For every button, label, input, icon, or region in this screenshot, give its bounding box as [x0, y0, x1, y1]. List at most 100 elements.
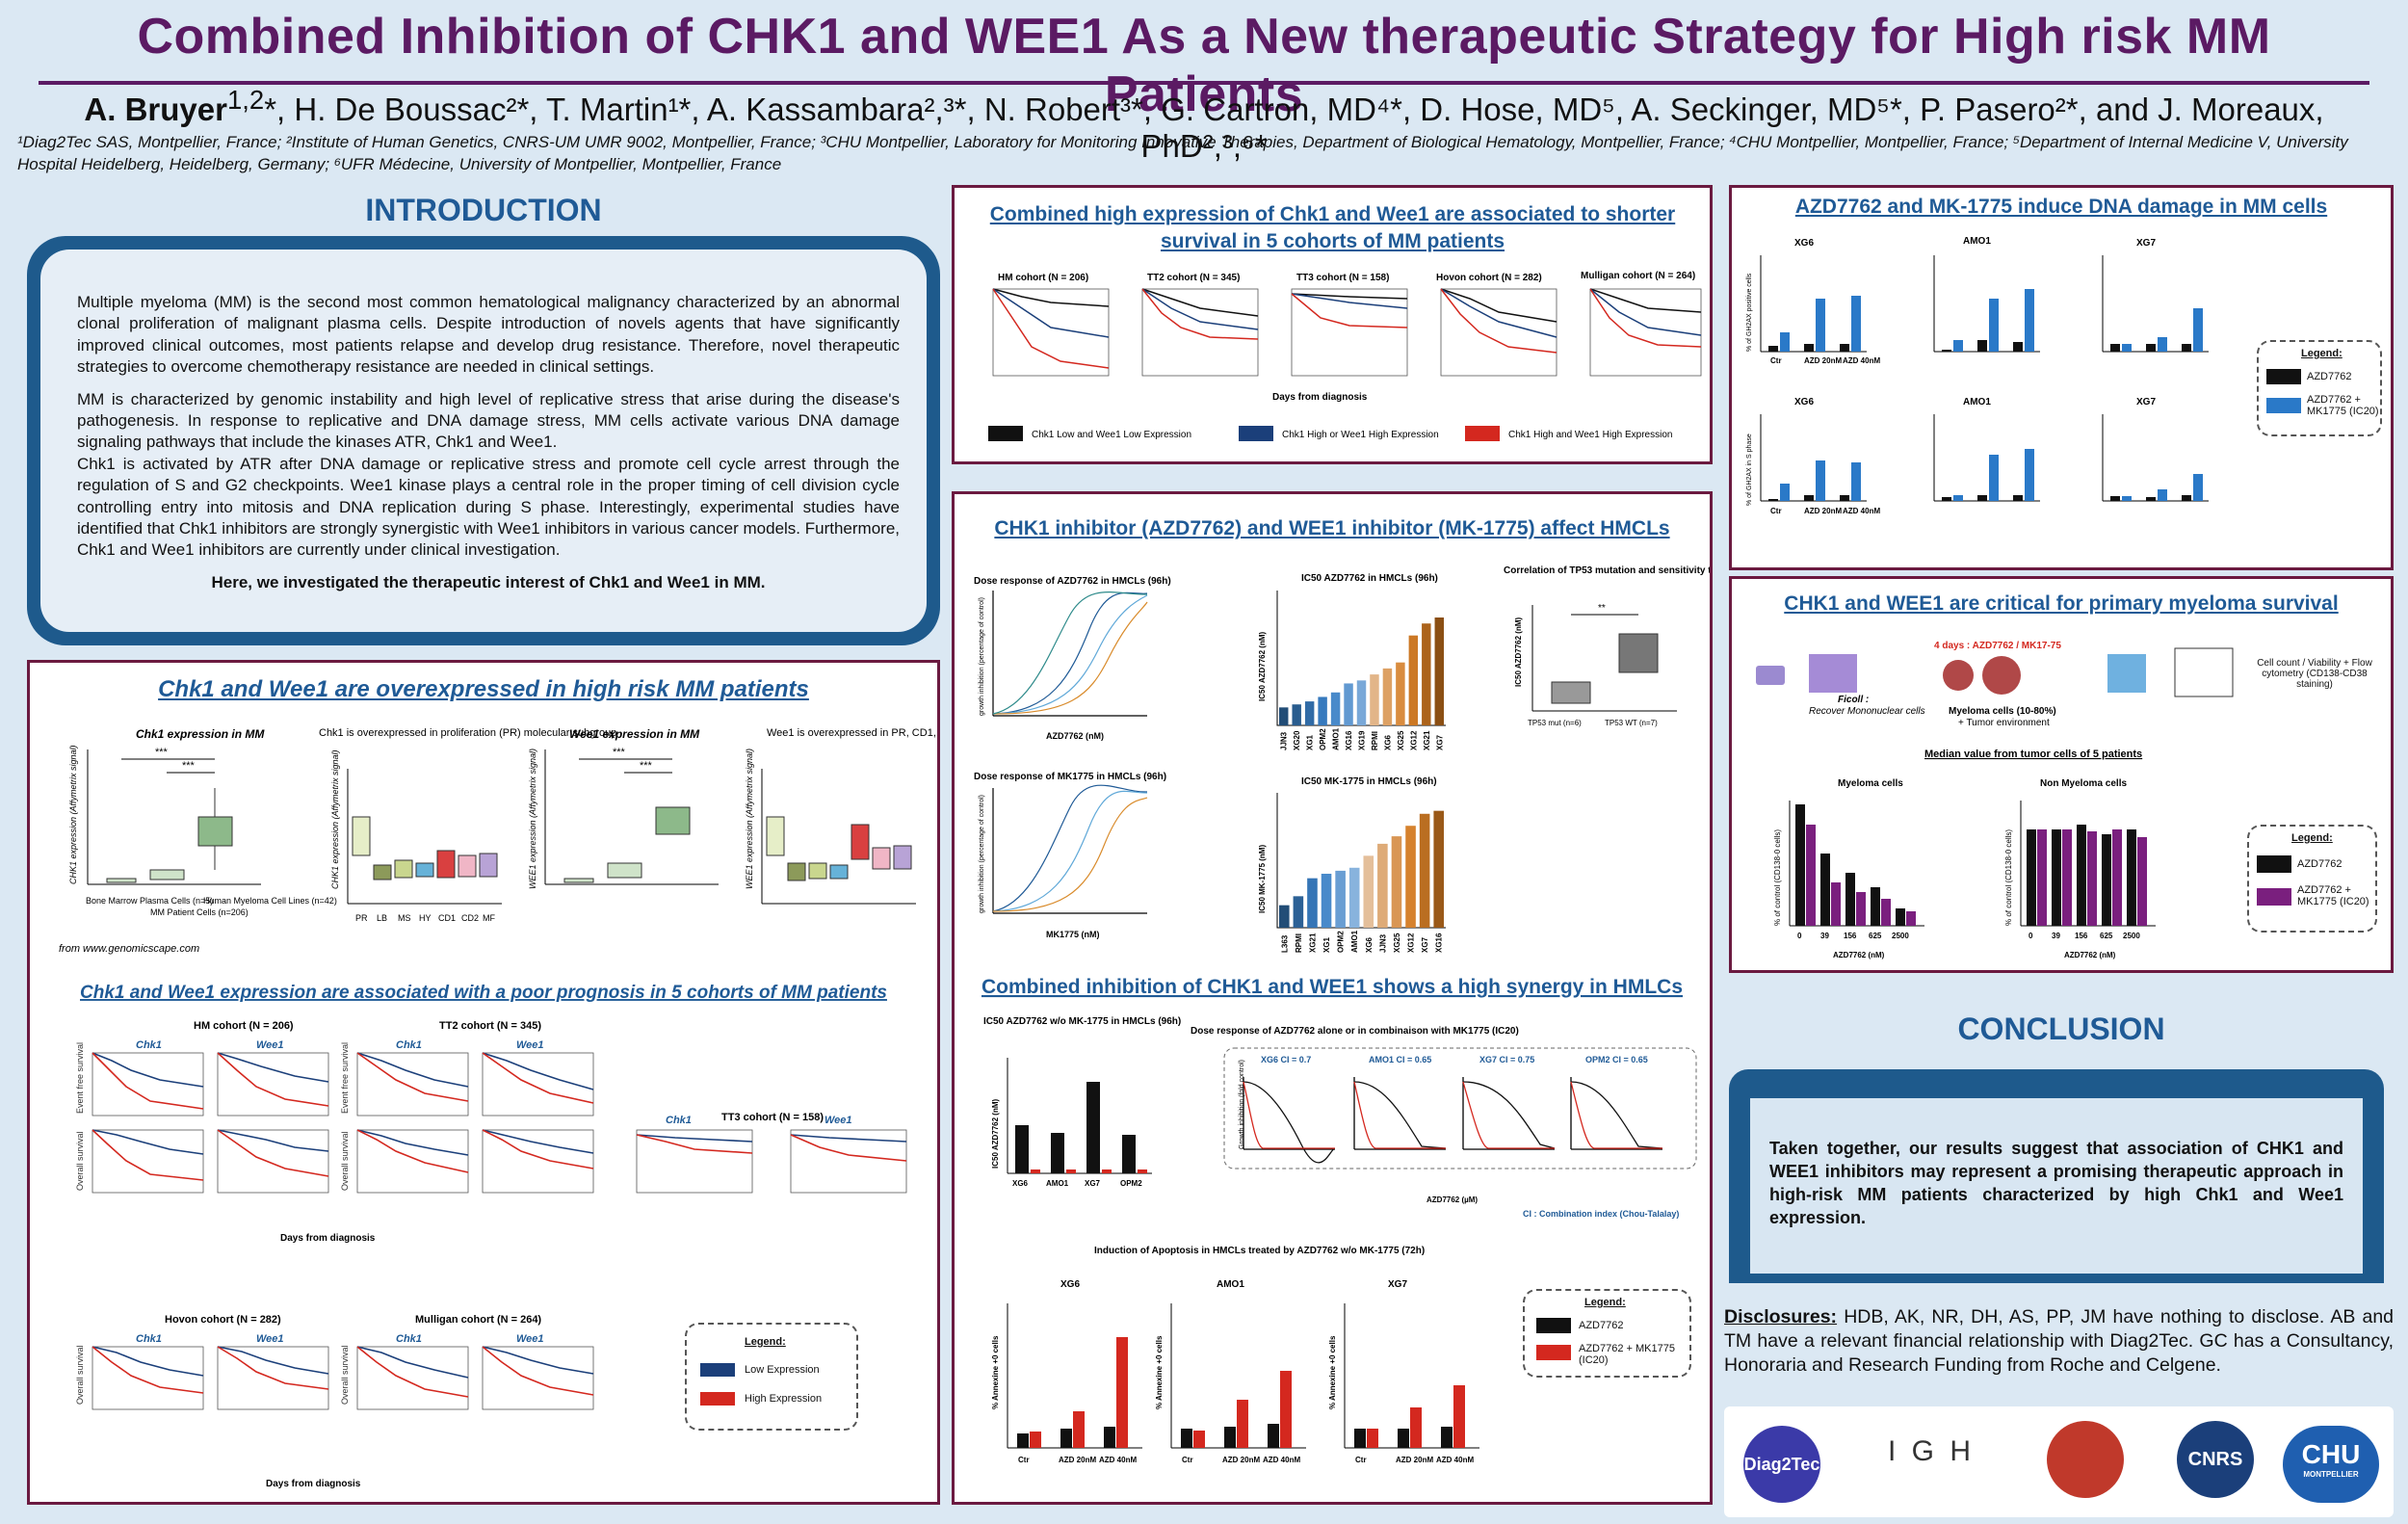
- syn-ci-1: XG6 CI = 0.7: [1261, 1055, 1311, 1064]
- dose1-y: growth inhibition (percentage of control…: [979, 597, 985, 716]
- chu-logo-text: CHU: [2301, 1439, 2361, 1469]
- hovon-chk1: Chk1: [136, 1333, 162, 1345]
- ic50-2-label-rpmi: RPMI: [1295, 933, 1303, 953]
- primary-ficoll: Ficoll :: [1838, 695, 1869, 705]
- syn-ci-2: AMO1 CI = 0.65: [1369, 1055, 1431, 1064]
- expression-panel: Chk1 and Wee1 are overexpressed in high …: [27, 660, 940, 1505]
- legend-title: Legend:: [745, 1336, 786, 1348]
- pd-2b: 156: [2075, 932, 2088, 940]
- dna-cell-3b: XG7: [2136, 397, 2156, 407]
- inhibitor-panel: CHK1 inhibitor (AZD7762) and WEE1 inhibi…: [952, 491, 1713, 1505]
- dose2-y: growth inhibition (percentage of control…: [979, 795, 985, 913]
- ic50-1-label-xg21: XG21: [1423, 730, 1431, 750]
- primary-figures: 4 days : AZD7762 / MK17-75 Ficoll : Reco…: [1756, 641, 2372, 959]
- primary-leg2-swatch: [2257, 888, 2291, 906]
- ic50-2-label-jjn3: JJN3: [1378, 933, 1387, 953]
- dose2-x: MK1775 (nM): [1046, 930, 1100, 939]
- sg-lb: LB: [377, 913, 387, 923]
- plot1-sig2: ***: [182, 760, 196, 772]
- ic50-1-bar-xg7: [1434, 617, 1444, 725]
- corr-plot: **: [1531, 603, 1677, 712]
- km-plots: [92, 1052, 907, 1410]
- ic50-1-bar-rpmi: [1370, 674, 1379, 725]
- combined-cohort-5: Mulligan cohort (N = 264): [1581, 271, 1695, 281]
- primary-leg2: AZD7762 + MK1775 (IC20): [2297, 884, 2369, 907]
- combined-xlabel: Days from diagnosis: [1272, 392, 1368, 403]
- sg-mf: MF: [483, 913, 495, 923]
- syn-dose-x: AZD7762 (µM): [1426, 1196, 1478, 1204]
- genomicscape-source: from www.genomicscape.com: [59, 943, 199, 955]
- ic50-1-bar-xg21: [1422, 623, 1431, 725]
- chu-logo-sub: MONTPELLIER: [2303, 1470, 2359, 1479]
- primary-nonmye: Non Myeloma cells: [2040, 778, 2127, 789]
- km-xlabel-2: Days from diagnosis: [266, 1479, 361, 1489]
- syn-leg2: AZD7762 + MK1775 (IC20): [1579, 1343, 1675, 1366]
- primary-x2: AZD7762 (nM): [2064, 951, 2116, 959]
- ic50-1-y: IC50 AZD7762 (nM): [1258, 632, 1267, 702]
- ic50-1-label-xg12: XG12: [1409, 730, 1418, 750]
- conclusion-box: Taken together, our results suggest that…: [1729, 1069, 2384, 1283]
- inhibitor-figures: Dose response of AZD7762 in HMCLs (96h) …: [974, 565, 1710, 1464]
- well-icon-1: [1943, 660, 1974, 691]
- apop-cell-1: XG6: [1060, 1279, 1080, 1290]
- inhib-heading: CHK1 inhibitor (AZD7762) and WEE1 inhibi…: [994, 517, 1670, 539]
- km-os-label-2: Overall survival: [340, 1131, 350, 1191]
- disclosures-label: Disclosures:: [1724, 1306, 1838, 1327]
- apop-x-20-2: AZD 20nM: [1222, 1456, 1260, 1464]
- corr-sig: **: [1598, 603, 1606, 614]
- syn-ci-4: OPM2 CI = 0.65: [1585, 1055, 1648, 1064]
- apop-x-20-1: AZD 20nM: [1059, 1456, 1096, 1464]
- dna-y2: % of GH2AX in S phase: [1746, 434, 1753, 506]
- dna-figures: XG6 AMO1 XG7 XG6 AMO1 XG7: [1746, 236, 2209, 515]
- dna-legend: Legend: AZD7762 AZD7762 + MK1775 (IC20): [2257, 340, 2382, 436]
- igh-logo: I G H: [1888, 1435, 1976, 1467]
- km-os-label-1: Overall survival: [75, 1131, 85, 1191]
- syn-cell-2: AMO1: [1046, 1179, 1069, 1188]
- apop-x-20-3: AZD 20nM: [1396, 1456, 1433, 1464]
- pd-3a: 625: [1869, 932, 1882, 940]
- dose1-plot: [992, 591, 1148, 717]
- sg-cd2: CD2: [461, 913, 479, 923]
- primary-y1: % of control (CD138-0 cells): [1773, 829, 1782, 926]
- sg-ms: MS: [398, 913, 411, 923]
- sg-pr: PR: [355, 913, 368, 923]
- apop-x-40-3: AZD 40nM: [1436, 1456, 1474, 1464]
- apop-cell-3: XG7: [1388, 1279, 1407, 1290]
- combined-cohort-1: HM cohort (N = 206): [998, 273, 1088, 283]
- primary-leg1: AZD7762: [2297, 858, 2343, 870]
- hm-wee1: Wee1: [256, 1039, 284, 1051]
- syn-cell-1: XG6: [1012, 1179, 1029, 1188]
- plot4-title: Wee1 is overexpressed in PR, CD1, CD2 an…: [767, 727, 937, 739]
- plot3-sig1: ***: [613, 747, 626, 758]
- combined-leg1: Chk1 Low and Wee1 Low Expression: [1032, 430, 1191, 440]
- ic50-1-title: IC50 AZD7762 in HMCLs (96h): [1301, 573, 1438, 584]
- combined-cohort-4: Hovon cohort (N = 282): [1436, 273, 1542, 283]
- cnrs-logo: CNRS: [2177, 1421, 2254, 1498]
- ic50-2-label-xg12: XG12: [1407, 933, 1416, 953]
- ic50-1-bar-xg19: [1356, 680, 1367, 725]
- dna-x-6: AZD 40nM: [1843, 507, 1880, 515]
- dna-cell-1a: XG6: [1794, 238, 1814, 249]
- intro-text: Multiple myeloma (MM) is the second most…: [40, 250, 927, 632]
- dna-damage-panel: AZD7762 and MK-1775 induce DNA damage in…: [1729, 185, 2394, 570]
- plot3: *** ***: [544, 747, 719, 885]
- dna-x-4: Ctr: [1770, 507, 1782, 515]
- dna-cell-2a: AMO1: [1963, 236, 1991, 247]
- intro-box: Multiple myeloma (MM) is the second most…: [27, 236, 940, 645]
- first-author: A. Bruyer: [84, 92, 227, 127]
- syn-leg1-swatch: [1536, 1318, 1571, 1333]
- combined-leg3: Chk1 High and Wee1 High Expression: [1508, 430, 1672, 440]
- primary-y2: % of control (CD138-0 cells): [2004, 829, 2013, 926]
- intro-p4: Here, we investigated the therapeutic in…: [211, 572, 766, 591]
- syn-cell-3: XG7: [1085, 1179, 1101, 1188]
- ic50-2-bar-opm2: [1335, 870, 1346, 928]
- poster-title: Combined Inhibition of CHK1 and WEE1 As …: [137, 9, 2271, 122]
- cells-icon: [1809, 654, 1857, 693]
- syn-ci-3: XG7 CI = 0.75: [1479, 1055, 1534, 1064]
- ic50-2-label-xg7: XG7: [1421, 936, 1429, 953]
- apop-y2: % Annexine +0 cells: [1155, 1335, 1164, 1409]
- corr-title: Correlation of TP53 mutation and sensiti…: [1504, 565, 1710, 576]
- syn-ic50-chart: [1007, 1058, 1152, 1174]
- legend-low-swatch: [700, 1363, 735, 1377]
- tt2-cohort-label: TT2 cohort (N = 345): [439, 1020, 541, 1032]
